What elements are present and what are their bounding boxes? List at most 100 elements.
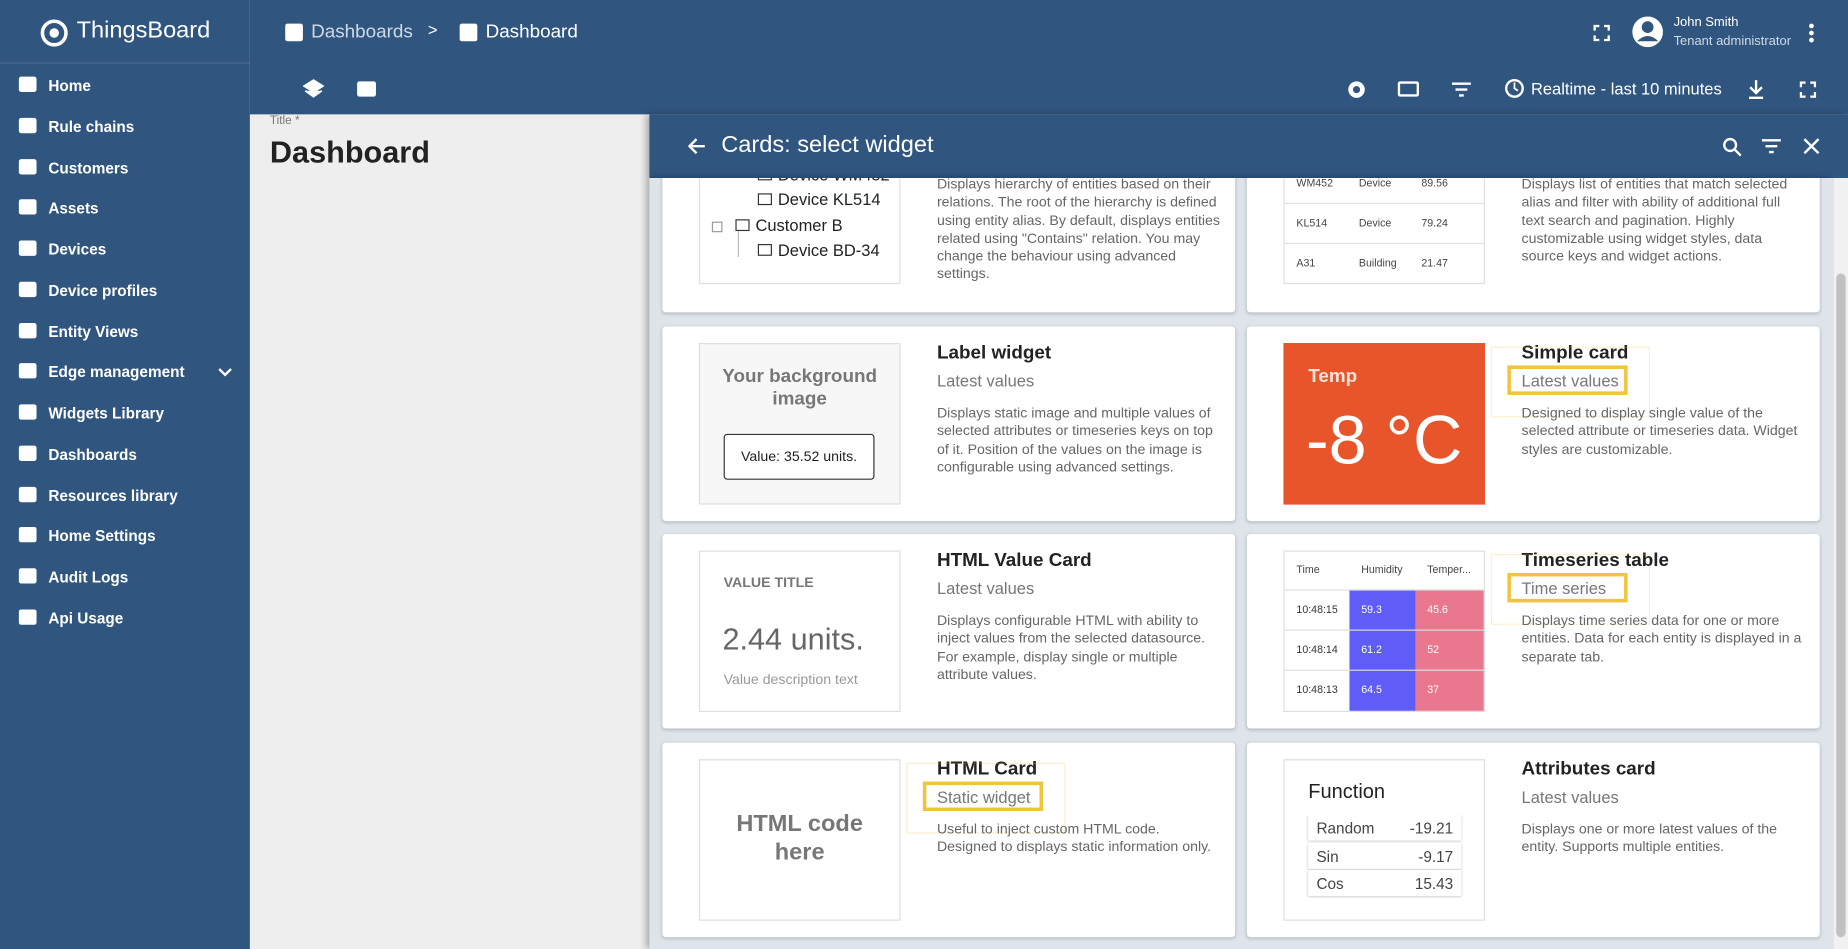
attribute-row: Random -19.21 <box>1308 814 1462 841</box>
more-button[interactable] <box>1806 21 1818 45</box>
menu-label: Home <box>48 76 91 95</box>
menu-icon <box>18 404 37 420</box>
download-button[interactable] <box>1747 79 1766 100</box>
menu-icon <box>18 76 37 92</box>
menu-label: Customers <box>48 158 129 177</box>
widget-card[interactable]: Temp -8 °C Simple card Latest values Designe… <box>1246 326 1820 522</box>
widget-title: Timeseries table <box>1521 550 1669 571</box>
search-button[interactable] <box>1722 137 1742 157</box>
row-divider <box>1284 669 1484 671</box>
html-caption: HTML code here <box>736 811 863 866</box>
highlight-box <box>922 781 1044 812</box>
attribute-name: Sin <box>1316 847 1339 865</box>
menu-label: Assets <box>48 199 99 218</box>
settings-button[interactable] <box>1346 79 1367 100</box>
temperature-column <box>1415 589 1484 711</box>
menu-item[interactable]: Dashboards <box>0 434 250 474</box>
menu-item[interactable]: Entity Views <box>0 311 250 351</box>
widget-card[interactable]: Device WM452 Device KL514 Customer B Device… <box>662 178 1236 313</box>
timewindow[interactable]: Realtime - last 10 minutes <box>1530 78 1722 98</box>
menu-icon <box>18 240 37 256</box>
widget-card[interactable]: Function Random -19.21 Sin -9.17 Cos 15.43 Attr… <box>1246 742 1820 938</box>
widget-description: Displays one or more latest values of th… <box>1521 820 1778 856</box>
sidebar: ThingsBoard Home Rule chains Customers Asse… <box>0 0 250 949</box>
tree-item: Device BD-34 <box>777 240 880 260</box>
menu-label: Widgets Library <box>48 404 164 423</box>
table-cell: 89.56 <box>1421 178 1448 189</box>
breadcrumb-link[interactable]: Dashboards <box>311 22 413 43</box>
entity-aliases-button[interactable] <box>1397 81 1419 97</box>
menu-label: Devices <box>48 240 107 259</box>
widget-type: Static widget <box>936 787 1031 807</box>
menu-icon <box>18 527 37 543</box>
filter-button[interactable] <box>1761 138 1782 155</box>
widget-card[interactable]: HTML code here HTML Card Static widget Usef… <box>662 742 1236 938</box>
widget-type: Latest values <box>1521 787 1619 807</box>
table-cell: 37 <box>1427 683 1440 696</box>
table-header: Time <box>1296 563 1320 576</box>
menu-item[interactable]: Assets <box>0 188 250 228</box>
table-cell: Device <box>1358 178 1392 189</box>
widget-card[interactable]: WM452 Device 89.56 KL514 Device 79.24 A31 Build… <box>1246 178 1820 313</box>
menu-item[interactable]: Devices <box>0 229 250 269</box>
scrollbar-thumb[interactable] <box>1836 273 1846 938</box>
widget-list: Device WM452 Device KL514 Customer B Device… <box>649 178 1834 949</box>
tree-item: Device KL514 <box>777 190 881 210</box>
row-divider <box>1284 242 1484 245</box>
value-note: Value description text <box>723 670 858 688</box>
expand-button[interactable] <box>1799 81 1817 98</box>
widget-description: Displays hierarchy of entities based on … <box>936 178 1220 283</box>
table-cell: A31 <box>1296 256 1316 269</box>
layers-button[interactable] <box>302 79 325 100</box>
breadcrumb-separator: > <box>427 20 438 39</box>
widget-preview: Your background image Value: 35.52 units. <box>698 343 901 505</box>
widget-card[interactable]: Your background image Value: 35.52 units.… <box>662 326 1236 522</box>
widget-preview: VALUE TITLE 2.44 units. Value description … <box>698 550 901 713</box>
highlight-box <box>1507 572 1628 603</box>
menu-item[interactable]: Edge management <box>0 352 250 392</box>
table-cell: 64.5 <box>1361 683 1382 696</box>
widget-type: Time series <box>1521 578 1607 598</box>
menu-item[interactable]: Device profiles <box>0 270 250 310</box>
menu-item[interactable]: Home <box>0 65 250 105</box>
menu-item[interactable]: Widgets Library <box>0 393 250 433</box>
menu-item[interactable]: Audit Logs <box>0 556 250 596</box>
title-input[interactable]: Dashboard <box>269 134 430 170</box>
avatar[interactable] <box>1631 15 1664 48</box>
menu-label: Api Usage <box>48 609 124 627</box>
tree-icon <box>757 178 772 181</box>
highlight-glow <box>1490 346 1650 418</box>
menu-item[interactable]: Api Usage <box>0 597 250 637</box>
fullscreen-button[interactable] <box>1593 24 1610 42</box>
menu-icon <box>18 158 37 174</box>
logo-icon <box>40 19 68 47</box>
table-cell: KL514 <box>1296 216 1328 229</box>
widget-card[interactable]: Time Humidity Temper... 10:48:15 59.3 45.6 10:… <box>1246 534 1820 729</box>
menu-icon <box>18 445 37 461</box>
table-cell: 10:48:15 <box>1296 603 1338 616</box>
menu-item[interactable]: Customers <box>0 147 250 187</box>
tree-toggle <box>711 221 723 233</box>
scrollbar <box>1833 178 1848 949</box>
row-divider <box>1284 282 1484 283</box>
menu-item[interactable]: Resources library <box>0 474 250 514</box>
close-button[interactable] <box>1803 138 1820 155</box>
menu-label: Edge management <box>48 363 185 382</box>
menu-item[interactable]: Rule chains <box>0 106 250 146</box>
user-role: Tenant administrator <box>1673 34 1792 49</box>
filters-button[interactable] <box>1451 81 1472 98</box>
widget-preview: HTML code here <box>698 759 901 921</box>
widget-preview: Device WM452 Device KL514 Customer B Device… <box>698 178 901 285</box>
back-button[interactable] <box>686 136 707 157</box>
widget-card[interactable]: VALUE TITLE 2.44 units. Value description … <box>662 534 1236 729</box>
menu-icon <box>18 322 37 338</box>
menu-item[interactable]: Home Settings <box>0 515 250 555</box>
widget-type: Latest values <box>936 578 1035 598</box>
row-divider <box>1284 589 1484 591</box>
layout-button[interactable] <box>357 81 376 97</box>
tree-icon <box>757 193 772 206</box>
widget-preview: Time Humidity Temper... 10:48:15 59.3 45.6 10:… <box>1283 550 1485 713</box>
menu-label: Dashboards <box>48 445 137 464</box>
value-title: VALUE TITLE <box>723 574 814 591</box>
